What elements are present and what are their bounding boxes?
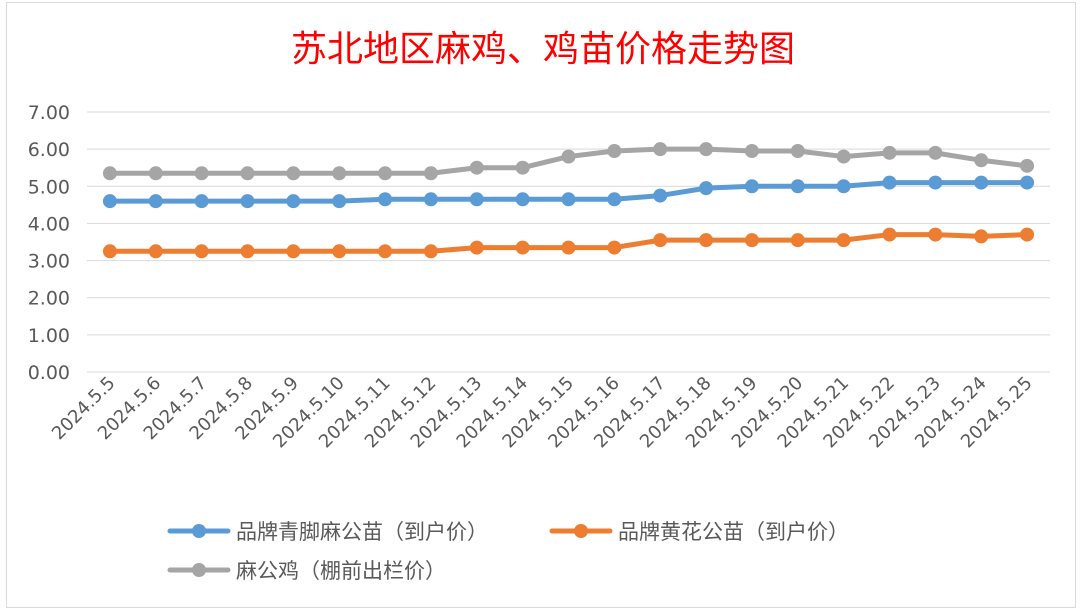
data-point [836,179,851,194]
data-point [790,144,805,158]
chart-title: 苏北地区麻鸡、鸡苗价格走势图 [291,29,795,70]
data-point [286,166,301,181]
data-point [240,166,255,181]
data-point [332,166,347,181]
data-point [928,227,943,242]
data-point [240,194,255,209]
data-point [194,194,209,209]
data-point [836,149,851,164]
legend: 品牌青脚麻公苗（到户价） 品牌黄花公苗（到户价） 麻公鸡（棚前出栏价） [167,520,849,583]
data-point [1020,158,1035,173]
legend-item-1: 品牌黄花公苗（到户价） [549,520,849,544]
data-point [974,153,989,168]
legend-marker [574,524,588,538]
y-axis-ticks: 0.00 1.00 2.00 3.00 4.00 5.00 6.00 7.00 [28,102,70,384]
data-point [148,194,163,209]
data-point [699,181,714,196]
data-point [515,240,530,255]
data-point [102,166,117,181]
data-point [607,192,622,207]
data-point [790,179,805,194]
data-point [469,160,484,175]
data-point [882,145,897,160]
legend-label: 品牌青脚麻公苗（到户价） [236,520,488,544]
data-point [882,175,897,190]
data-point [102,194,117,209]
data-point [469,240,484,255]
y-tick-label: 2.00 [28,288,70,310]
y-tick-label: 3.00 [28,251,70,273]
data-point [653,142,668,157]
y-tick-label: 4.00 [28,213,70,235]
y-tick-label: 5.00 [28,176,70,198]
data-point [423,244,438,259]
data-point [744,233,759,248]
series-0 [102,175,1035,209]
series-1 [102,227,1035,259]
data-point [882,227,897,242]
data-point [423,166,438,181]
x-axis-ticks: 2024.5.52024.5.62024.5.72024.5.82024.5.9… [48,373,1037,453]
data-point [332,244,347,259]
data-point [378,192,393,207]
data-point [699,142,714,157]
data-point [653,233,668,248]
data-point [836,233,851,248]
data-point [607,144,622,158]
data-point [469,192,484,207]
legend-item-0: 品牌青脚麻公苗（到户价） [167,520,488,544]
data-point [974,229,989,244]
data-point [378,166,393,181]
data-point [332,194,347,209]
data-point [607,240,622,255]
data-point [1020,227,1035,242]
y-tick-label: 1.00 [28,325,70,347]
legend-marker [192,563,206,577]
data-point [194,166,209,181]
data-point [561,240,576,255]
y-tick-label: 0.00 [28,362,70,384]
data-point [561,192,576,207]
data-point [286,194,301,209]
data-point [148,166,163,181]
data-point [744,179,759,194]
data-point [515,192,530,207]
data-point [378,244,393,259]
data-point [286,244,301,259]
legend-label: 麻公鸡（棚前出栏价） [236,559,446,583]
y-tick-label: 7.00 [28,102,70,124]
y-tick-label: 6.00 [28,139,70,161]
data-point [928,145,943,160]
data-point [423,192,438,207]
data-point [928,175,943,190]
legend-label: 品牌黄花公苗（到户价） [618,520,849,544]
series-2 [102,142,1035,181]
data-point [102,244,117,259]
data-point [515,160,530,175]
legend-item-2: 麻公鸡（棚前出栏价） [167,559,446,583]
data-point [1020,175,1035,190]
data-point [790,233,805,248]
data-point [194,244,209,259]
legend-marker [192,524,206,538]
chart-frame [6,2,1076,608]
data-point [240,244,255,259]
data-point [653,188,668,203]
data-point [561,149,576,164]
data-point [148,244,163,259]
data-point [744,144,759,158]
series-lines [102,142,1035,259]
data-point [974,175,989,190]
data-point [699,233,714,248]
